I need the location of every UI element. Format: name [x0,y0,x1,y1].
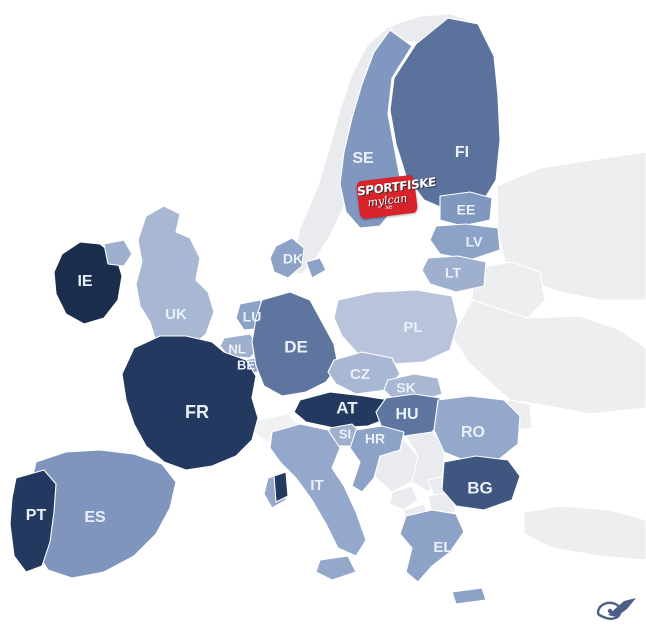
region-lv[interactable] [429,223,501,261]
region-ie[interactable] [53,241,123,325]
region-me [389,485,419,511]
region-dk-isl [305,257,327,279]
sportfiske-logo-badge[interactable]: SPORTFISKE mylcan .se [355,174,436,220]
region-de[interactable] [251,291,339,397]
region-it[interactable] [269,423,367,557]
region-ee[interactable] [439,191,493,227]
region-ua [451,299,646,415]
region-el[interactable] [399,509,465,583]
watermark-dot [607,608,613,614]
region-bg[interactable] [441,455,521,511]
region-hu[interactable] [375,393,447,437]
region-dk[interactable] [269,237,305,279]
corner-watermark-logo[interactable] [594,595,638,625]
region-uk-ni [103,239,133,267]
watermark-fin [608,598,636,617]
region-lt[interactable] [421,255,487,293]
region-tr [523,505,646,561]
badge-inner: SPORTFISKE mylcan .se [355,174,436,220]
region-be[interactable] [219,333,261,359]
region-it-sicily [315,555,357,581]
region-pl[interactable] [333,289,459,365]
region-pt[interactable] [9,469,57,573]
region-hr[interactable] [349,425,405,493]
eu-layer [9,17,521,605]
region-fr[interactable] [121,335,259,471]
region-fr-corsica [273,471,289,503]
region-uk[interactable] [135,205,215,353]
region-ru [496,151,646,301]
region-el-crete [451,587,487,605]
region-ro[interactable] [433,395,521,463]
